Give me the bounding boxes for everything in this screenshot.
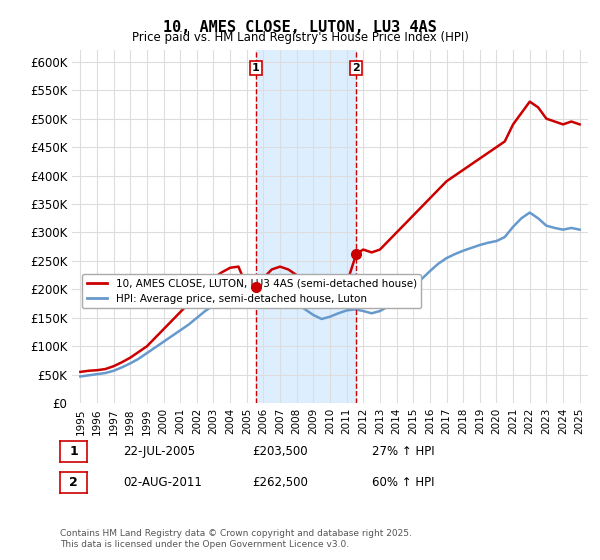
Legend: 10, AMES CLOSE, LUTON, LU3 4AS (semi-detached house), HPI: Average price, semi-d: 10, AMES CLOSE, LUTON, LU3 4AS (semi-det…	[82, 274, 421, 308]
Text: £262,500: £262,500	[252, 475, 308, 489]
Text: 22-JUL-2005: 22-JUL-2005	[123, 445, 195, 458]
Text: £203,500: £203,500	[252, 445, 308, 458]
Text: 27% ↑ HPI: 27% ↑ HPI	[372, 445, 434, 458]
Text: Price paid vs. HM Land Registry's House Price Index (HPI): Price paid vs. HM Land Registry's House …	[131, 31, 469, 44]
Bar	[256, 50, 356, 403]
Text: 1: 1	[252, 63, 260, 73]
Text: 2: 2	[69, 475, 78, 489]
Text: 1: 1	[69, 445, 78, 458]
Text: 2: 2	[352, 63, 360, 73]
Text: 60% ↑ HPI: 60% ↑ HPI	[372, 475, 434, 489]
Text: Contains HM Land Registry data © Crown copyright and database right 2025.
This d: Contains HM Land Registry data © Crown c…	[60, 529, 412, 549]
Text: 02-AUG-2011: 02-AUG-2011	[123, 475, 202, 489]
Text: 10, AMES CLOSE, LUTON, LU3 4AS: 10, AMES CLOSE, LUTON, LU3 4AS	[163, 20, 437, 35]
